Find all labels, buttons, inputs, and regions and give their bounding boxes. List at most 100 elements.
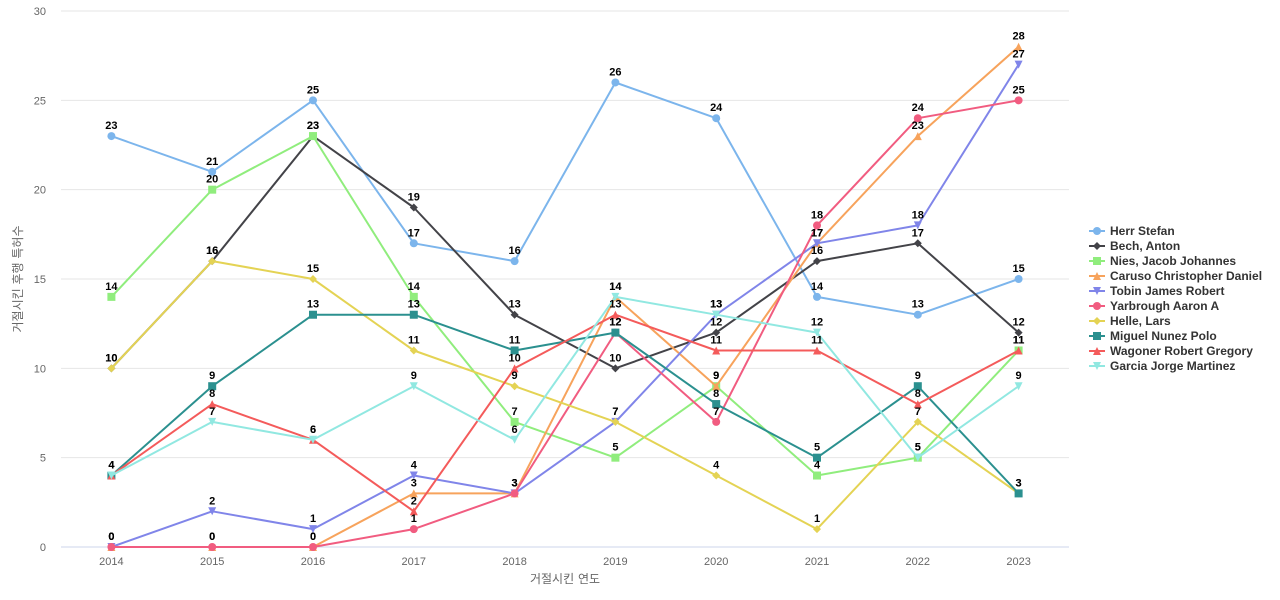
data-label: 11 [509, 334, 521, 346]
x-tick-label: 2016 [301, 556, 325, 568]
data-point [813, 328, 821, 337]
y-tick-label: 30 [34, 6, 46, 18]
data-label: 4 [108, 460, 115, 472]
legend-marker [1093, 242, 1101, 250]
x-tick-label: 2023 [1006, 556, 1030, 568]
data-point [309, 132, 317, 141]
series-line[interactable] [110, 313, 1020, 513]
data-label: 0 [108, 531, 114, 543]
data-label: 7 [915, 406, 921, 418]
legend-item[interactable]: Tobin James Robert [1089, 284, 1224, 298]
data-point [510, 489, 519, 498]
data-label: 7 [512, 406, 518, 418]
x-tick-label: 2019 [603, 556, 627, 568]
data-label: 25 [307, 84, 319, 96]
data-label: 12 [1012, 317, 1024, 329]
y-tick-label: 25 [34, 95, 46, 107]
data-label: 13 [710, 299, 722, 311]
data-point [409, 310, 418, 319]
data-label: 2 [411, 495, 417, 507]
series-line[interactable] [110, 260, 1020, 531]
y-tick-label: 10 [34, 363, 46, 375]
data-label: 20 [206, 174, 218, 186]
data-label: 0 [310, 531, 316, 543]
series-line[interactable] [111, 64, 1020, 548]
data-label: 17 [408, 227, 420, 239]
data-label: 8 [915, 388, 921, 400]
legend-item[interactable]: Miguel Nunez Polo [1089, 329, 1217, 343]
x-tick-label: 2014 [99, 556, 123, 568]
data-point [1014, 60, 1023, 69]
data-label: 14 [408, 281, 421, 293]
series-4 [107, 60, 1023, 551]
data-point [611, 78, 620, 87]
data-label: 11 [1013, 334, 1025, 346]
legend-item[interactable]: Herr Stefan [1089, 224, 1175, 238]
series-line[interactable] [110, 295, 1020, 477]
data-point [107, 132, 116, 141]
legend-marker [1093, 302, 1101, 310]
data-point [208, 167, 217, 176]
data-point [611, 417, 620, 426]
data-point [813, 257, 821, 266]
data-label: 10 [105, 352, 117, 364]
data-point [510, 310, 519, 319]
data-point [208, 185, 217, 194]
legend-item[interactable]: Garcia Jorge Martinez [1089, 359, 1235, 373]
x-tick-label: 2020 [704, 556, 728, 568]
data-point [409, 382, 418, 391]
data-label: 4 [814, 460, 821, 472]
data-label: 13 [710, 299, 722, 311]
data-point [913, 239, 922, 248]
legend-item[interactable]: Nies, Jacob Johannes [1089, 254, 1236, 268]
data-point [712, 346, 721, 355]
series-line[interactable] [111, 99, 1019, 548]
data-label: 9 [411, 370, 417, 382]
y-tick-label: 15 [34, 274, 46, 286]
y-tick-label: 0 [40, 542, 46, 554]
data-point [813, 239, 821, 248]
data-point [1014, 42, 1023, 51]
legend-item[interactable]: Caruso Christopher Daniel [1089, 269, 1262, 283]
data-point [510, 346, 519, 355]
data-label: 23 [307, 120, 319, 132]
x-axis-title: 거절시킨 연도 [530, 572, 600, 586]
legend-item[interactable]: Bech, Anton [1089, 239, 1180, 253]
data-label: 13 [307, 299, 319, 311]
data-label: 4 [411, 460, 418, 472]
data-point [611, 310, 620, 319]
data-label: 14 [105, 281, 118, 293]
data-point [913, 382, 922, 391]
data-label: 10 [609, 352, 621, 364]
data-label: 19 [408, 192, 420, 204]
legend-marker [1093, 257, 1101, 265]
legend-item[interactable]: Wagoner Robert Gregory [1089, 344, 1253, 358]
x-tick-label: 2021 [805, 556, 829, 568]
data-point [510, 435, 519, 444]
legend-item[interactable]: Yarbrough Aaron A [1089, 299, 1219, 313]
series-line[interactable] [111, 81, 1019, 316]
series-line[interactable] [110, 135, 1020, 477]
data-label: 18 [811, 209, 823, 221]
data-point [712, 417, 721, 426]
legend-item[interactable]: Helle, Lars [1089, 314, 1171, 328]
data-point [611, 328, 620, 337]
series-3 [107, 42, 1023, 551]
data-point [913, 221, 922, 230]
data-point [107, 364, 116, 373]
data-label: 18 [912, 209, 924, 221]
data-label: 5 [915, 442, 921, 454]
y-tick-label: 20 [34, 185, 46, 197]
legend-label: Wagoner Robert Gregory [1110, 344, 1253, 358]
data-point [1014, 489, 1023, 498]
data-point [208, 543, 217, 551]
data-label: 5 [612, 442, 618, 454]
data-label: 16 [206, 245, 218, 257]
data-label: 26 [609, 66, 621, 78]
legend-label: Helle, Lars [1110, 314, 1171, 328]
legend-label: Nies, Jacob Johannes [1110, 254, 1236, 268]
data-label: 25 [1012, 84, 1024, 96]
series-line[interactable] [111, 45, 1020, 548]
